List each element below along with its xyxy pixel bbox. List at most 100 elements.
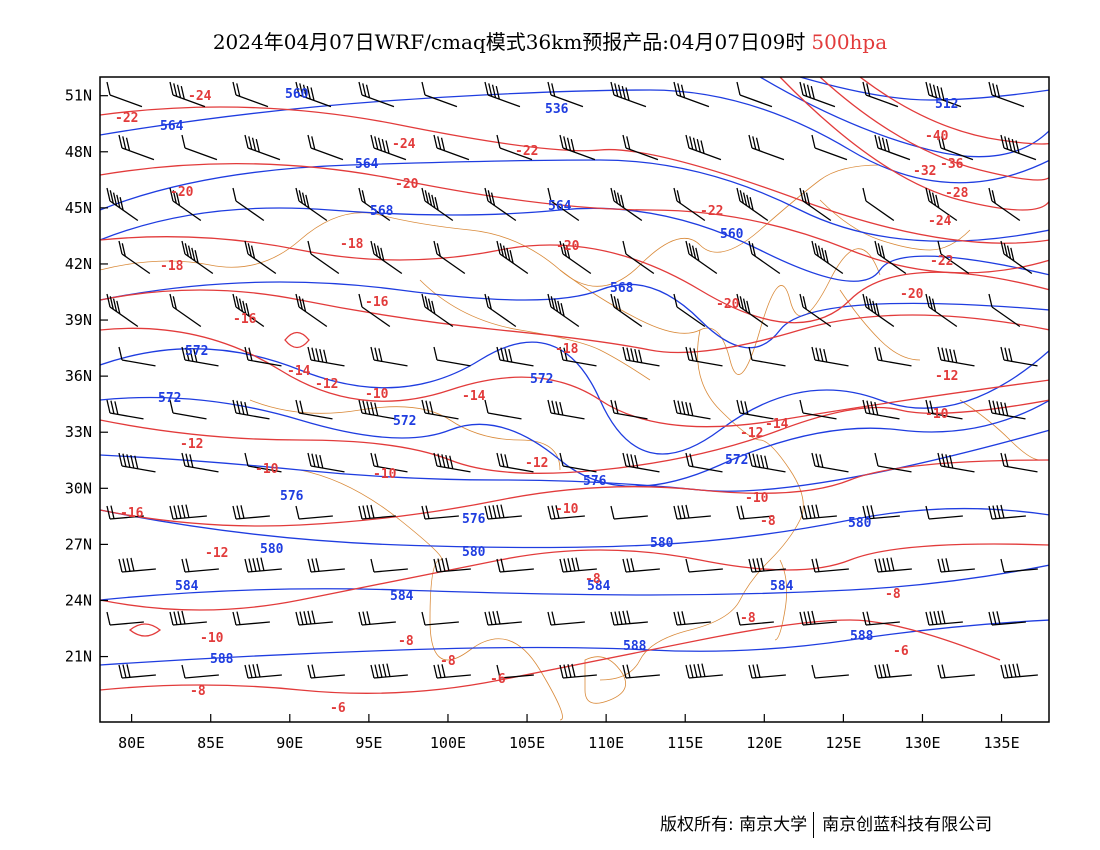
x-tick-label: 120E <box>746 734 782 752</box>
wind-barb <box>181 240 214 275</box>
x-tick-label: 125E <box>825 734 861 752</box>
wind-barb <box>295 81 332 108</box>
height-label: 580 <box>462 545 486 560</box>
wind-barb <box>169 187 202 222</box>
wind-barb <box>358 504 396 520</box>
wind-barb <box>547 81 584 108</box>
wind-barb <box>622 240 655 275</box>
wind-barb <box>106 399 144 420</box>
wind-barb <box>106 187 139 222</box>
wind-barb <box>358 187 391 222</box>
wind-barb <box>799 81 836 108</box>
temperature-label: -20 <box>556 239 580 254</box>
x-tick-label: 90E <box>276 734 303 752</box>
wind-barb <box>988 187 1021 222</box>
wind-barb <box>295 187 328 222</box>
x-tick-label: 115E <box>667 734 703 752</box>
wind-barb <box>433 240 466 275</box>
wind-barb <box>610 293 643 328</box>
wind-barb <box>307 664 345 679</box>
wind-barb <box>370 240 403 275</box>
wind-barb <box>748 664 786 679</box>
temperature-label: -12 <box>935 369 958 384</box>
wind-barb <box>862 611 900 626</box>
wind-barb <box>559 557 597 573</box>
wind-barb <box>811 558 849 573</box>
x-tick-label: 80E <box>118 734 145 752</box>
wind-barb <box>811 452 849 473</box>
y-tick-label: 21N <box>65 648 92 666</box>
wind-barb <box>244 557 282 573</box>
wind-barb <box>421 611 459 626</box>
wind-barb <box>484 610 522 626</box>
wind-barb <box>307 134 344 161</box>
wind-barb <box>937 664 975 679</box>
wind-barb <box>1000 663 1038 679</box>
y-tick-label: 30N <box>65 479 92 497</box>
wind-barb <box>232 293 265 328</box>
wind-barb <box>874 346 912 367</box>
wind-barb <box>685 134 722 161</box>
wind-barb <box>874 663 912 679</box>
wind-barb <box>988 611 1026 626</box>
wind-barb <box>811 664 849 679</box>
height-label: 576 <box>280 489 304 504</box>
y-tick-label: 45N <box>65 199 92 217</box>
x-tick-label: 95E <box>355 734 382 752</box>
wind-barb <box>547 611 585 626</box>
x-tick-label: 85E <box>197 734 224 752</box>
y-axis: 51N 48N 45N 42N 39N 36N 33N 30N 27N 24N 21N <box>65 87 108 666</box>
wind-barb <box>862 81 899 108</box>
temperature-label: -20 <box>170 185 194 200</box>
wind-barb <box>685 663 723 679</box>
wind-barb <box>244 134 281 161</box>
wind-barb <box>496 134 533 161</box>
wind-barb <box>988 399 1026 420</box>
wind-barb <box>1000 134 1037 161</box>
footer-credits: 版权所有: 南京大学 南京创蓝科技有限公司 <box>660 810 992 838</box>
wind-barb <box>748 134 785 161</box>
wind-barb <box>244 663 282 679</box>
wind-barb <box>622 134 659 161</box>
wind-barb <box>181 452 219 473</box>
height-label: 576 <box>462 512 486 527</box>
wind-barb <box>610 187 643 222</box>
wind-barb <box>622 664 660 679</box>
wind-barb <box>937 346 975 367</box>
wind-barb <box>925 610 963 626</box>
wind-barb <box>799 610 837 626</box>
wind-barb <box>295 610 333 626</box>
wind-barb <box>421 399 459 420</box>
y-tick-label: 51N <box>65 87 92 105</box>
wind-barb <box>622 346 660 367</box>
y-tick-label: 48N <box>65 143 92 161</box>
x-tick-label: 110E <box>588 734 624 752</box>
height-label: 580 <box>260 542 284 557</box>
wind-barb <box>358 81 395 108</box>
temperature-label: -20 <box>395 177 419 192</box>
y-tick-label: 27N <box>65 535 92 553</box>
wind-barb <box>307 558 345 573</box>
temperature-label: -28 <box>945 186 969 201</box>
wind-barb <box>622 558 660 573</box>
wind-barb <box>484 293 517 328</box>
wind-barb <box>358 399 396 420</box>
wind-barb <box>547 399 585 420</box>
temperature-label: -12 <box>205 546 228 561</box>
temperature-label: -20 <box>716 297 740 312</box>
wind-barb <box>232 399 270 420</box>
wind-barb <box>559 134 596 161</box>
wind-barb <box>874 134 911 161</box>
wind-barb <box>433 346 471 367</box>
wind-barb <box>874 452 912 473</box>
temperature-label: -12 <box>740 426 763 441</box>
map-plot-area: 512 536 560 560 564 564 564 568 568 572 … <box>100 77 1049 721</box>
wind-barb <box>673 504 711 520</box>
temperature-label: -10 <box>745 491 769 506</box>
contour-labels: 512 536 560 560 564 564 564 568 568 572 … <box>115 87 969 716</box>
temperature-label: -6 <box>490 672 506 687</box>
wind-barb <box>559 663 597 679</box>
wind-barb <box>811 346 849 367</box>
wind-barb <box>673 187 706 222</box>
temperature-label: -22 <box>515 144 538 159</box>
